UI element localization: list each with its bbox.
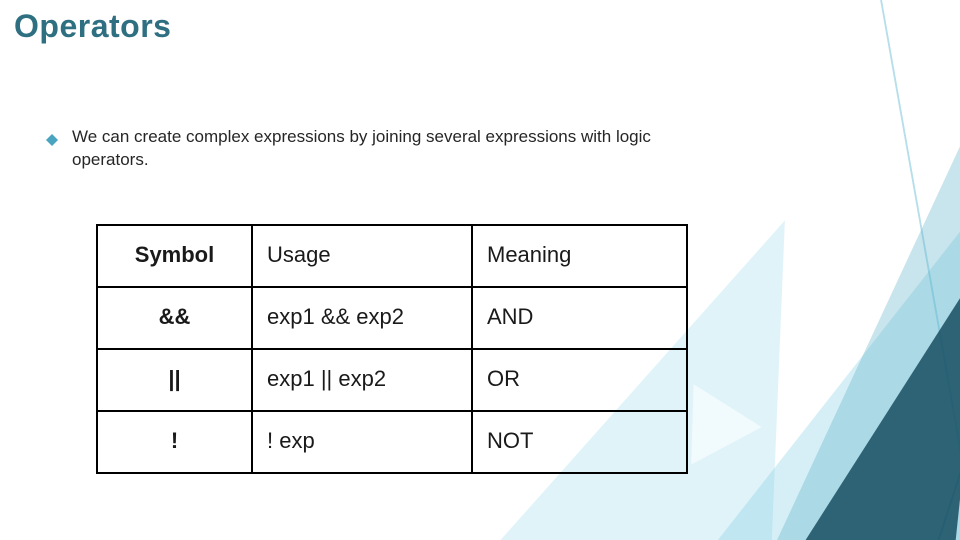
decor-outline — [654, 0, 960, 540]
cell-usage: ! exp — [252, 411, 472, 473]
col-header-usage: Usage — [252, 225, 472, 287]
col-header-meaning: Meaning — [472, 225, 687, 287]
operators-table: Symbol Usage Meaning && exp1 && exp2 AND… — [96, 224, 686, 474]
cell-meaning: AND — [472, 287, 687, 349]
decor-triangle-dark — [805, 243, 960, 540]
cell-symbol: && — [97, 287, 252, 349]
table-row: || exp1 || exp2 OR — [97, 349, 687, 411]
slide: Operators We can create complex expressi… — [0, 0, 960, 540]
table-row: ! ! exp NOT — [97, 411, 687, 473]
bullet-text: We can create complex expressions by joi… — [72, 126, 660, 172]
bullet-item: We can create complex expressions by joi… — [46, 126, 660, 172]
cell-usage: exp1 || exp2 — [252, 349, 472, 411]
table: Symbol Usage Meaning && exp1 && exp2 AND… — [96, 224, 688, 474]
table-row: && exp1 && exp2 AND — [97, 287, 687, 349]
cell-symbol: ! — [97, 411, 252, 473]
col-header-symbol: Symbol — [97, 225, 252, 287]
cell-meaning: OR — [472, 349, 687, 411]
table-header-row: Symbol Usage Meaning — [97, 225, 687, 287]
cell-meaning: NOT — [472, 411, 687, 473]
cell-symbol: || — [97, 349, 252, 411]
cell-usage: exp1 && exp2 — [252, 287, 472, 349]
slide-title: Operators — [14, 8, 171, 45]
diamond-bullet-icon — [46, 131, 58, 143]
